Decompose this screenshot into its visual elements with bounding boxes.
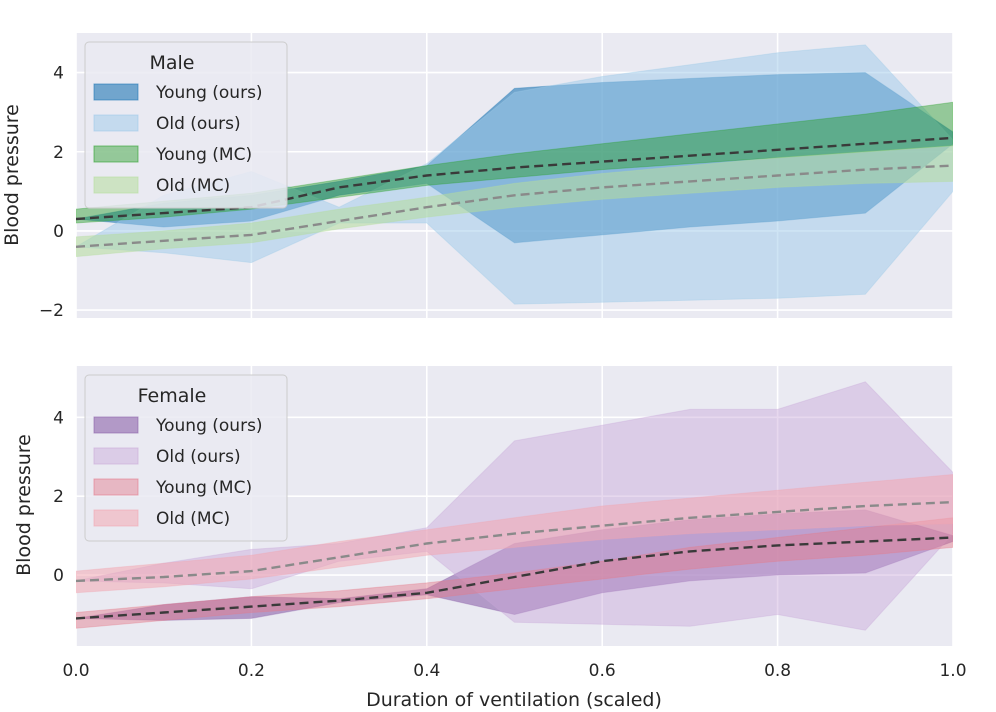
legend-swatch [93,114,139,132]
x-tick-label: 0.8 [764,661,791,681]
y-tick-label: −2 [39,301,64,321]
legend-swatch [93,83,139,101]
legend-title: Female [138,385,207,407]
x-tick-label: 0.2 [238,661,265,681]
legend: Female Young (ours) Old (ours) Young (MC) Ol… [84,374,288,542]
legend: Male Young (ours) Old (ours) Young (MC) Old … [84,41,288,209]
legend-entry: Old (MC) [156,509,230,529]
band-young-ours [76,509,953,621]
y-tick-label: 2 [53,143,64,163]
x-tick-label: 1.0 [939,661,966,681]
y-tick-label: 2 [53,487,64,507]
legend-entry: Old (ours) [156,114,241,134]
band-young-mc [76,101,953,224]
band-old-ours [76,44,953,305]
series-layer [76,44,953,305]
y-tick-label: 4 [53,408,64,428]
y-axis-label: Blood pressure [1,104,23,246]
band-young-mc [76,517,953,629]
mean-line-old-ours [76,164,953,248]
legend-swatch [93,478,139,496]
legend-swatch [93,447,139,465]
legend-swatch [93,416,139,434]
panel-female: 0 2 4 0.0 0.2 0.4 0.6 0.8 1.0 Blood pressure Femal… [13,366,967,681]
y-tick-label: 0 [53,222,64,242]
series-layer [76,381,953,631]
band-old-mc [76,145,953,258]
x-tick-label: 0.0 [62,661,89,681]
legend-entry: Young (ours) [155,416,263,436]
x-tick-label: 0.6 [589,661,616,681]
y-axis-label: Blood pressure [13,434,35,576]
legend-entry: Young (MC) [155,145,252,165]
legend-entry: Old (MC) [156,176,230,196]
legend-swatch [93,509,139,527]
panel-male: −2 0 2 4 Blood pressure Male Young (ours) Old (… [1,33,954,321]
legend-swatch [93,176,139,194]
y-tick-label: 4 [53,64,64,84]
x-tick-label: 0.4 [413,661,440,681]
legend-title: Male [149,52,194,74]
mean-line-old-ours [76,500,953,583]
legend-swatch [93,145,139,163]
legend-entry: Young (ours) [155,83,263,103]
y-tick-label: 0 [53,566,64,586]
x-axis-label: Duration of ventilation (scaled) [366,689,662,711]
mean-line-young-ours [76,136,953,221]
mean-line-young-ours [76,536,953,620]
legend-entry: Young (MC) [155,478,252,498]
legend-entry: Old (ours) [156,447,241,467]
